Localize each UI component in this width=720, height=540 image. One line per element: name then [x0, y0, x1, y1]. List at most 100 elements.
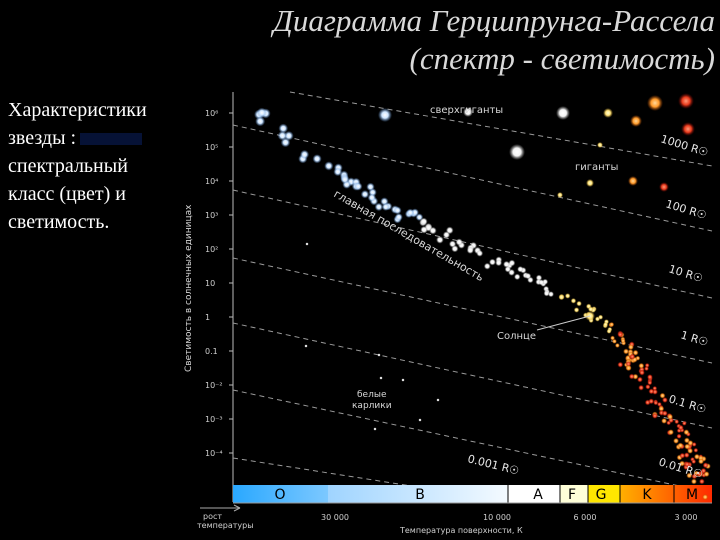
star-icon — [538, 279, 545, 286]
radius-label-0.001: 0.001 R☉ — [466, 452, 520, 477]
y-tick-label: 1 — [205, 313, 210, 322]
y-ticks: 10⁶ 10⁵ 10⁴ 10³ 10² 10 1 0.1 10⁻² 10⁻³ 10⁻⁴ — [205, 109, 233, 458]
star-icon — [517, 266, 524, 273]
star-icon — [463, 107, 473, 117]
star-icon — [514, 273, 521, 281]
star-icon — [547, 291, 554, 298]
label-giants: гиганты — [575, 162, 618, 173]
white-dwarf-icon — [418, 418, 422, 422]
star-icon — [684, 443, 691, 450]
star-icon — [627, 344, 634, 351]
label-main-sequence: главная последовательность — [332, 187, 487, 284]
star-icon — [691, 459, 697, 465]
class-bar-f — [560, 485, 588, 503]
star-icon — [573, 307, 580, 313]
radius-label-100: 100 R☉ — [664, 197, 708, 222]
white-dwarf-icon — [401, 378, 405, 382]
star-icon — [503, 260, 510, 268]
star-icon — [702, 494, 709, 501]
star-icon — [659, 392, 666, 399]
star-icon — [587, 306, 594, 313]
star-icon — [696, 471, 703, 478]
star-icon — [628, 176, 638, 186]
star-icon — [703, 471, 710, 478]
star-icon — [603, 108, 613, 118]
star-icon — [576, 300, 582, 307]
star-icon — [679, 460, 686, 467]
star-icon — [667, 429, 674, 436]
star-icon — [686, 472, 693, 479]
star-icon — [504, 266, 512, 273]
star-icon — [678, 93, 694, 109]
desc-line-3: спектральный — [8, 155, 128, 177]
radius-label-10: 10 R☉ — [667, 262, 704, 285]
star-icon — [693, 447, 699, 453]
star-icon — [455, 238, 463, 246]
y-tick-label: 10⁴ — [205, 177, 218, 186]
class-bar-b — [328, 485, 508, 503]
white-dwarf-icon — [304, 344, 308, 348]
star-icon — [630, 115, 642, 127]
star-icon — [614, 342, 620, 348]
star-icon — [693, 453, 700, 460]
radius-line — [232, 322, 713, 429]
star-icon — [681, 122, 695, 136]
star-icon — [625, 365, 632, 372]
star-icon — [256, 107, 267, 118]
y-tick-label: 0.1 — [205, 347, 218, 356]
star-icon — [406, 208, 415, 217]
class-label-o: O — [274, 487, 285, 503]
class-label-m: M — [686, 487, 698, 503]
star-icon — [476, 249, 484, 257]
star-icon — [509, 144, 525, 160]
star-icon — [508, 259, 516, 267]
star-icon — [558, 294, 565, 301]
star-icon — [647, 95, 663, 111]
star-icon — [570, 298, 577, 304]
star-icon — [674, 419, 680, 425]
radius-line — [232, 389, 713, 494]
star-icon — [683, 452, 690, 459]
star-icon — [495, 259, 503, 267]
star-icon — [378, 108, 392, 122]
star-icon — [677, 424, 684, 431]
class-label-g: G — [596, 487, 607, 503]
y-tick-label: 10² — [205, 245, 218, 254]
star-icon — [448, 240, 457, 248]
description: Характеристики звезды : спектральный кла… — [8, 96, 188, 236]
class-label-f: F — [568, 487, 576, 503]
star-icon — [638, 362, 645, 369]
label-supergiants: сверхгиганты — [430, 105, 503, 116]
star-icon — [436, 236, 444, 244]
label-white-dwarfs-1: белые — [357, 390, 387, 400]
class-bar-a — [508, 485, 560, 503]
x-tick-30000: 30 000 — [321, 513, 349, 522]
star-icon — [653, 400, 659, 406]
star-icon — [628, 373, 635, 380]
star-icon — [333, 167, 343, 177]
title-line-1: Диаграмма Герцшпрунга-Рассела — [273, 3, 715, 38]
star-icon — [679, 452, 686, 459]
star-icon — [420, 217, 428, 226]
star-icon — [299, 149, 310, 160]
star-icon — [466, 246, 474, 254]
y-tick-label: 10⁻³ — [205, 415, 223, 424]
star-icon — [648, 398, 655, 405]
star-icon — [684, 461, 691, 468]
star-icon — [681, 420, 687, 426]
star-icon — [636, 376, 643, 383]
class-bar-km — [620, 485, 712, 503]
x-axis-label: Температура поверхности, К — [399, 526, 523, 535]
star-icon — [677, 442, 684, 449]
star-icon — [367, 193, 377, 202]
star-icon — [617, 331, 624, 338]
star-icon — [676, 433, 682, 439]
star-icon — [381, 202, 390, 211]
star-icon — [557, 192, 563, 198]
star-icon — [617, 361, 624, 368]
y-axis-label: Светимость в солнечных единицах — [184, 204, 194, 372]
y-tick-label: 10³ — [205, 211, 218, 220]
x-axis-left-label-1: рост — [203, 512, 222, 521]
label-white-dwarfs-2: карлики — [352, 401, 392, 411]
